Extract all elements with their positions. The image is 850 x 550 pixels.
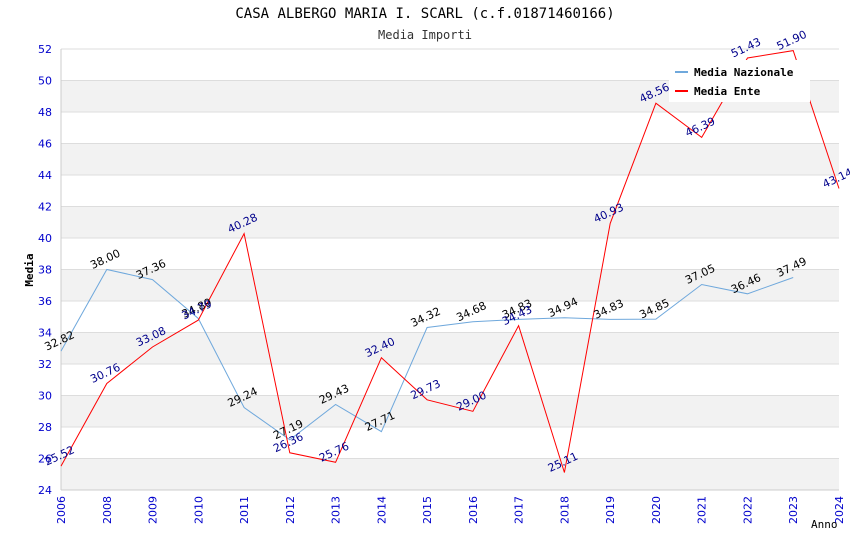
y-tick-label: 44 <box>38 169 52 182</box>
series-line-media-nazionale <box>60 268 794 441</box>
grid-band <box>61 238 839 270</box>
series-line-media-ente <box>60 50 840 473</box>
grid-band <box>61 395 839 427</box>
x-tick-label: 2006 <box>55 496 68 524</box>
y-tick-label: 50 <box>38 75 52 88</box>
y-tick-label: 24 <box>38 484 52 497</box>
legend: Media Nazionale Media Ente <box>669 60 810 102</box>
y-tick-label: 46 <box>38 138 52 151</box>
x-axis-label: Anno <box>811 518 838 531</box>
grid-band <box>61 112 839 144</box>
grid-band <box>61 332 839 364</box>
y-tick-label: 52 <box>38 43 52 56</box>
x-tick-label: 2015 <box>421 496 434 524</box>
chart-subtitle: Media Importi <box>378 28 472 42</box>
grid-band <box>61 175 839 207</box>
x-tick-label: 2009 <box>147 496 160 524</box>
grid-band <box>61 143 839 175</box>
y-axis: 24 26 28 30 32 34 36 38 40 42 44 46 48 50 52 <box>38 43 62 497</box>
legend-label: Media Ente <box>694 85 761 98</box>
y-axis-label: Media <box>23 253 36 286</box>
grid-band <box>61 301 839 333</box>
x-tick-label: 2019 <box>604 496 617 524</box>
x-tick-label: 2020 <box>650 496 663 524</box>
grid-band <box>61 427 839 459</box>
legend-label: Media Nazionale <box>694 66 794 79</box>
grid-band <box>61 458 839 490</box>
x-tick-label: 2022 <box>741 496 754 524</box>
x-tick-label: 2018 <box>558 496 571 524</box>
legend-box <box>669 60 810 102</box>
y-tick-label: 38 <box>38 264 52 277</box>
y-tick-label: 40 <box>38 232 52 245</box>
x-tick-label: 2017 <box>513 496 526 524</box>
y-tick-label: 32 <box>38 358 52 371</box>
x-tick-label: 2014 <box>375 496 388 524</box>
x-tick-label: 2008 <box>101 496 114 524</box>
x-tick-label: 2021 <box>696 496 709 524</box>
x-tick-label: 2011 <box>238 496 251 524</box>
x-tick-label: 2012 <box>284 496 297 524</box>
series-lines <box>60 50 840 473</box>
x-tick-label: 2016 <box>467 496 480 524</box>
y-tick-label: 28 <box>38 421 52 434</box>
x-axis: 2006 2008 2009 2010 2011 2012 2013 2014 2015 2016… <box>55 489 846 524</box>
grid-band <box>61 269 839 301</box>
chart-title: CASA ALBERGO MARIA I. SCARL (c.f.0187146… <box>235 6 614 22</box>
grid-band <box>61 206 839 238</box>
y-tick-label: 30 <box>38 390 52 403</box>
x-tick-label: 2024 <box>833 496 846 524</box>
x-tick-label: 2013 <box>330 496 343 524</box>
y-tick-label: 36 <box>38 295 52 308</box>
grid-bands <box>61 49 839 490</box>
x-tick-label: 2010 <box>192 496 205 524</box>
grid-lines <box>61 48 839 491</box>
y-tick-label: 34 <box>38 327 52 340</box>
y-tick-label: 48 <box>38 106 52 119</box>
y-tick-label: 26 <box>38 453 52 466</box>
x-tick-label: 2023 <box>787 496 800 524</box>
y-tick-label: 42 <box>38 201 52 214</box>
grid-band <box>61 364 839 396</box>
